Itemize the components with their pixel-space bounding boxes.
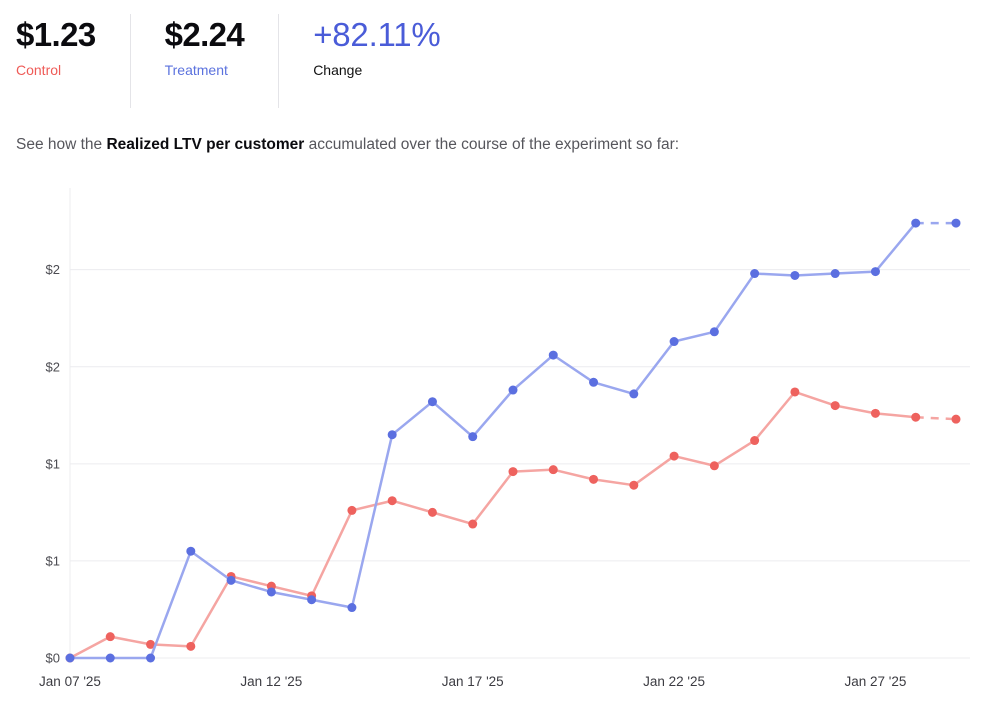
stat-change: +82.11% Change xyxy=(279,14,474,108)
treatment-point[interactable] xyxy=(750,269,760,279)
x-axis-label: Jan 12 '25 xyxy=(240,674,302,689)
change-label: Change xyxy=(313,61,363,78)
treatment-point[interactable] xyxy=(911,218,921,228)
control-value: $1.23 xyxy=(16,16,96,53)
treatment-point[interactable] xyxy=(870,267,880,277)
y-axis-label: $2 xyxy=(46,359,60,374)
control-point[interactable] xyxy=(427,507,437,517)
treatment-point[interactable] xyxy=(468,432,478,442)
treatment-point[interactable] xyxy=(669,337,679,347)
treatment-point[interactable] xyxy=(347,603,357,613)
treatment-point[interactable] xyxy=(951,218,961,228)
control-point[interactable] xyxy=(347,505,357,515)
control-point[interactable] xyxy=(870,408,880,418)
y-axis-label: $1 xyxy=(46,456,60,471)
y-axis-label: $0 xyxy=(46,651,60,666)
control-point[interactable] xyxy=(790,387,800,397)
control-point[interactable] xyxy=(830,401,840,411)
ltv-chart[interactable]: $0 $1 $1 $2 $2 Jan 07 '25 Jan 12 '25 Jan 17 '25… xyxy=(16,178,984,723)
series-control xyxy=(65,387,961,663)
control-point[interactable] xyxy=(548,465,558,475)
control-point[interactable] xyxy=(750,436,760,446)
treatment-point[interactable] xyxy=(790,270,800,280)
description-prefix: See how the xyxy=(16,136,107,153)
treatment-point[interactable] xyxy=(548,350,558,360)
stats-header: $1.23 Control $2.24 Treatment +82.11% Ch… xyxy=(16,14,984,108)
ltv-chart-svg[interactable]: $0 $1 $1 $2 $2 Jan 07 '25 Jan 12 '25 Jan 17 '25… xyxy=(16,178,984,718)
change-value: +82.11% xyxy=(313,16,441,53)
treatment-point[interactable] xyxy=(266,587,276,597)
treatment-point[interactable] xyxy=(387,430,397,440)
control-point[interactable] xyxy=(387,496,397,506)
treatment-point[interactable] xyxy=(105,653,115,663)
control-label: Control xyxy=(16,61,62,78)
x-axis-label: Jan 17 '25 xyxy=(442,674,504,689)
control-point[interactable] xyxy=(508,467,518,477)
control-point[interactable] xyxy=(951,414,961,424)
control-point[interactable] xyxy=(669,451,679,461)
treatment-point[interactable] xyxy=(146,653,156,663)
control-point[interactable] xyxy=(105,632,115,642)
treatment-line xyxy=(68,221,917,660)
control-point[interactable] xyxy=(589,474,599,484)
treatment-point[interactable] xyxy=(508,385,518,395)
treatment-point[interactable] xyxy=(307,595,317,605)
description-metric: Realized LTV per customer xyxy=(106,136,305,153)
series-treatment xyxy=(65,218,961,663)
x-axis-label: Jan 27 '25 xyxy=(845,674,907,689)
treatment-point[interactable] xyxy=(65,653,75,663)
x-axis-label: Jan 22 '25 xyxy=(643,674,705,689)
treatment-point[interactable] xyxy=(709,327,719,337)
treatment-point[interactable] xyxy=(186,546,196,556)
treatment-point[interactable] xyxy=(589,377,599,387)
divider xyxy=(278,14,280,108)
control-point[interactable] xyxy=(911,412,921,422)
treatment-point[interactable] xyxy=(830,269,840,279)
stat-control: $1.23 Control xyxy=(16,14,130,108)
chart-description: See how the Realized LTV per customer ac… xyxy=(16,136,984,154)
description-suffix: accumulated over the course of the exper… xyxy=(304,136,680,153)
control-projection-line xyxy=(915,415,957,421)
treatment-label: Treatment xyxy=(164,61,228,78)
control-line xyxy=(68,390,917,660)
control-point[interactable] xyxy=(629,480,639,490)
control-point[interactable] xyxy=(709,461,719,471)
control-point[interactable] xyxy=(186,641,196,651)
treatment-point[interactable] xyxy=(427,397,437,407)
control-point[interactable] xyxy=(468,519,478,529)
y-axis-label: $1 xyxy=(46,553,60,568)
x-axis-label: Jan 07 '25 xyxy=(39,674,101,689)
treatment-value: $2.24 xyxy=(164,16,245,53)
treatment-point[interactable] xyxy=(629,389,639,399)
y-axis-label: $2 xyxy=(46,262,60,277)
stat-treatment: $2.24 Treatment xyxy=(131,14,279,108)
divider xyxy=(129,14,131,108)
control-point[interactable] xyxy=(146,639,156,649)
treatment-point[interactable] xyxy=(226,575,236,585)
